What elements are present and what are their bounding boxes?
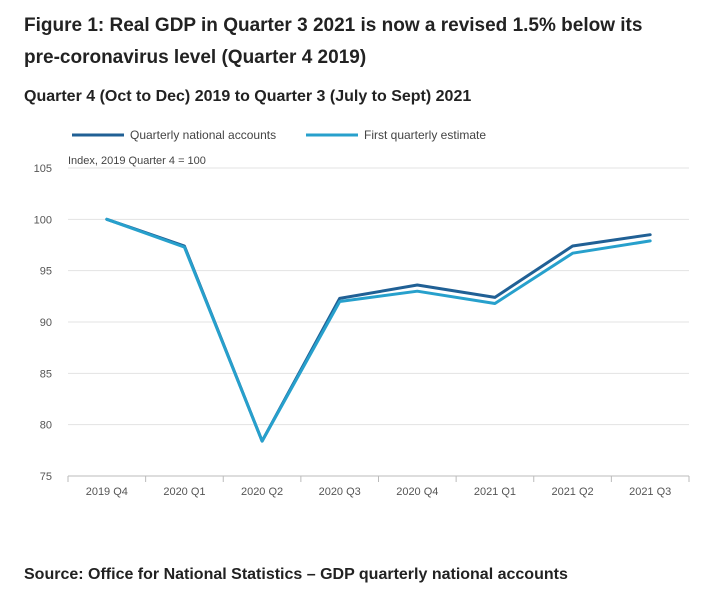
legend-label: First quarterly estimate — [364, 128, 486, 142]
chart-subtitle: Quarter 4 (Oct to Dec) 2019 to Quarter 3… — [24, 88, 472, 105]
source-note: Source: Office for National Statistics –… — [24, 566, 568, 583]
legend-label: Quarterly national accounts — [130, 128, 276, 142]
x-tick-label: 2019 Q4 — [86, 486, 128, 498]
x-tick-label: 2020 Q1 — [163, 486, 205, 498]
series-lines — [105, 217, 652, 443]
y-tick-label: 100 — [34, 214, 52, 226]
x-tick-label: 2020 Q4 — [396, 486, 438, 498]
x-tick-label: 2021 Q2 — [551, 486, 593, 498]
x-tick-label: 2020 Q3 — [319, 486, 361, 498]
y-tick-label: 75 — [40, 471, 52, 483]
y-tick-label: 105 — [34, 163, 52, 175]
x-tick-label: 2021 Q3 — [629, 486, 671, 498]
y-axis-label: Index, 2019 Quarter 4 = 100 — [68, 155, 206, 167]
x-tick-label: 2021 Q1 — [474, 486, 516, 498]
series-line-quarterly-national-accounts — [105, 217, 652, 443]
y-tick-label: 90 — [40, 317, 52, 329]
y-tick-label: 95 — [40, 266, 52, 278]
chart-title: Figure 1: Real GDP in Quarter 3 2021 is … — [24, 15, 643, 68]
y-tick-label: 85 — [40, 368, 52, 380]
gridlines — [68, 167, 689, 426]
x-axis: 2019 Q4 2020 Q1 2020 Q2 2020 Q3 2020 Q4 2021 … — [67, 475, 690, 498]
x-tick-label: 2020 Q2 — [241, 486, 283, 498]
y-axis-ticks: 75 80 85 90 95 100 105 — [34, 163, 52, 483]
series-line-first-quarterly-estimate — [105, 217, 652, 443]
y-tick-label: 80 — [40, 420, 52, 432]
legend: Quarterly national accounts First quarter… — [72, 128, 486, 142]
